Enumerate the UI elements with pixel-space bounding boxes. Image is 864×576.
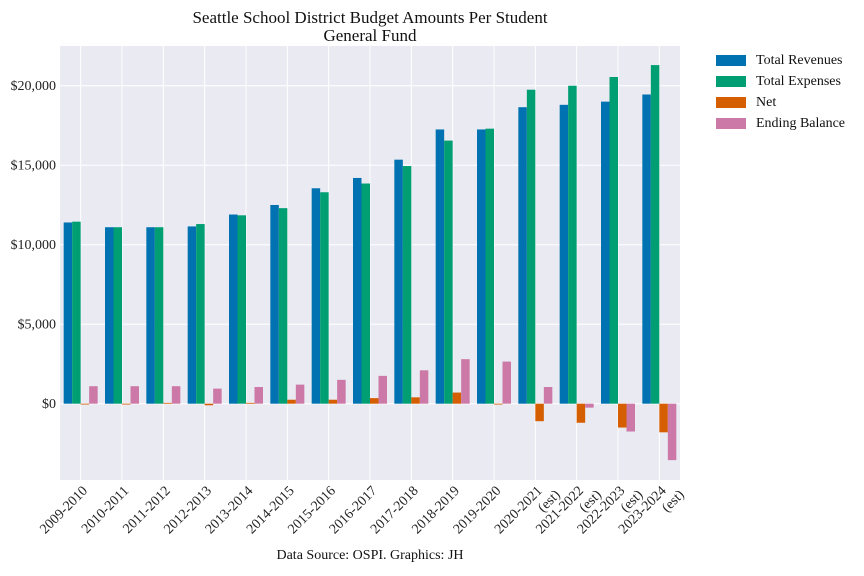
bar-ending-balance	[337, 379, 346, 404]
legend-item-ending-balance: Ending Balance	[716, 113, 845, 134]
legend-item-total-expenses: Total Expenses	[716, 71, 845, 92]
bar-ending-balance	[171, 386, 181, 404]
legend-label: Ending Balance	[756, 115, 846, 131]
bar-total-revenues	[477, 129, 486, 404]
bar-net	[411, 397, 420, 404]
bar-net	[535, 403, 544, 422]
chart-title: Seattle School District Budget Amounts P…	[192, 8, 548, 27]
bar-total-expenses	[444, 140, 453, 404]
legend: Total Revenues Total Expenses Net Ending…	[716, 50, 845, 134]
bar-net	[494, 403, 503, 405]
bar-net	[246, 402, 255, 404]
bar-net	[618, 403, 627, 428]
bar-net	[328, 399, 338, 404]
bar-net	[659, 403, 668, 433]
bar-ending-balance	[130, 386, 139, 404]
y-tick-label: $20,000	[11, 79, 57, 94]
bar-total-expenses	[237, 215, 246, 404]
x-axis: 2009-20102010-20112011-20122012-20132013…	[37, 484, 687, 538]
bar-net	[452, 392, 462, 404]
bar-net	[80, 403, 90, 405]
bar-net	[370, 398, 379, 404]
y-tick-label: $10,000	[11, 238, 57, 253]
bar-total-revenues	[229, 214, 238, 404]
bar-total-expenses	[609, 77, 618, 404]
bar-total-revenues	[435, 129, 445, 404]
bar-total-revenues	[146, 227, 155, 404]
legend-label: Total Expenses	[756, 73, 841, 89]
bar-ending-balance	[626, 403, 635, 432]
bar-ending-balance	[419, 370, 429, 404]
bar-ending-balance	[667, 403, 677, 461]
bar-ending-balance	[295, 384, 305, 404]
bar-total-expenses	[361, 183, 370, 404]
legend-swatch	[716, 76, 746, 87]
bar-total-revenues	[394, 159, 403, 404]
y-axis: $0 $5,000 $10,000 $15,000 $20,000	[11, 79, 57, 412]
bar-total-expenses	[72, 221, 81, 404]
bar-total-expenses	[485, 128, 494, 404]
bar-ending-balance	[585, 403, 594, 408]
bar-ending-balance	[89, 386, 98, 404]
legend-swatch	[716, 97, 746, 108]
legend-swatch	[716, 118, 746, 129]
bar-net	[576, 403, 586, 423]
bar-total-revenues	[311, 188, 321, 404]
bar-ending-balance	[502, 361, 511, 404]
bar-total-expenses	[402, 166, 412, 404]
bar-total-revenues	[601, 101, 610, 404]
bar-total-expenses	[320, 192, 329, 404]
bar-net	[122, 403, 131, 405]
bar-total-expenses	[196, 224, 205, 404]
bar-total-revenues	[559, 104, 569, 404]
y-tick-label: $5,000	[18, 318, 57, 333]
bar-total-revenues	[187, 226, 197, 404]
bar-total-revenues	[105, 227, 114, 404]
bars	[63, 65, 677, 461]
bar-ending-balance	[254, 387, 263, 404]
bar-ending-balance	[461, 359, 470, 404]
bar-ending-balance	[213, 388, 222, 404]
data-source-note: Data Source: OSPI. Graphics: JH	[276, 548, 464, 563]
bar-total-revenues	[270, 204, 279, 404]
y-tick-label: $0	[42, 397, 56, 412]
legend-swatch	[716, 55, 746, 66]
legend-label: Net	[756, 94, 777, 110]
bar-total-revenues	[63, 222, 73, 404]
bar-total-expenses	[650, 65, 660, 404]
bar-total-expenses	[568, 85, 577, 404]
bar-ending-balance	[543, 387, 553, 404]
bar-ending-balance	[378, 375, 387, 404]
bar-net	[287, 399, 296, 404]
chart-subtitle: General Fund	[323, 26, 417, 45]
bar-total-revenues	[642, 94, 651, 404]
bar-total-expenses	[526, 89, 536, 404]
bar-net	[204, 403, 214, 406]
legend-item-total-revenues: Total Revenues	[716, 50, 845, 71]
legend-item-net: Net	[716, 92, 845, 113]
bar-total-expenses	[154, 227, 164, 404]
bar-total-revenues	[353, 177, 362, 404]
bar-total-expenses	[278, 208, 288, 404]
bar-total-expenses	[113, 227, 122, 404]
y-tick-label: $15,000	[11, 159, 57, 174]
bar-total-revenues	[518, 107, 527, 404]
legend-label: Total Revenues	[756, 52, 843, 68]
bar-net	[163, 402, 172, 404]
